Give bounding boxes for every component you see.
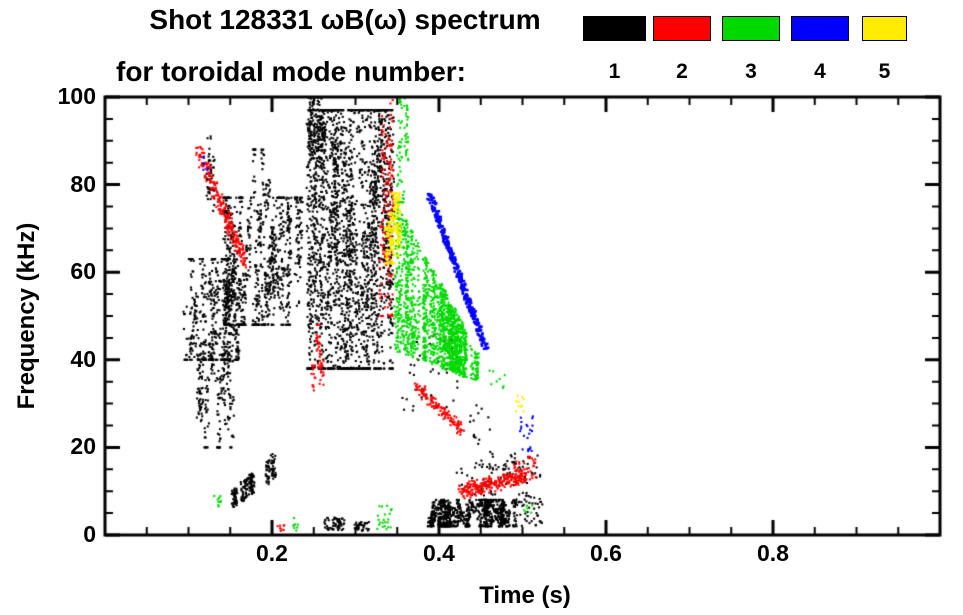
y-axis-title: Frequency (kHz) <box>13 222 40 410</box>
x-tick-label: 0.4 <box>423 540 455 566</box>
y-tick-label: 20 <box>70 433 96 460</box>
y-tick-label: 100 <box>57 83 96 109</box>
x-tick-label: 0.6 <box>590 540 622 566</box>
x-tick-label: 0.2 <box>256 540 288 566</box>
y-tick-label: 60 <box>70 258 96 285</box>
x-tick-label: 0.8 <box>757 540 789 566</box>
y-tick-label: 80 <box>70 170 96 197</box>
y-tick-label: 0 <box>83 521 96 547</box>
x-axis-title: Time (s) <box>479 582 571 609</box>
y-tick-label: 40 <box>70 345 96 372</box>
